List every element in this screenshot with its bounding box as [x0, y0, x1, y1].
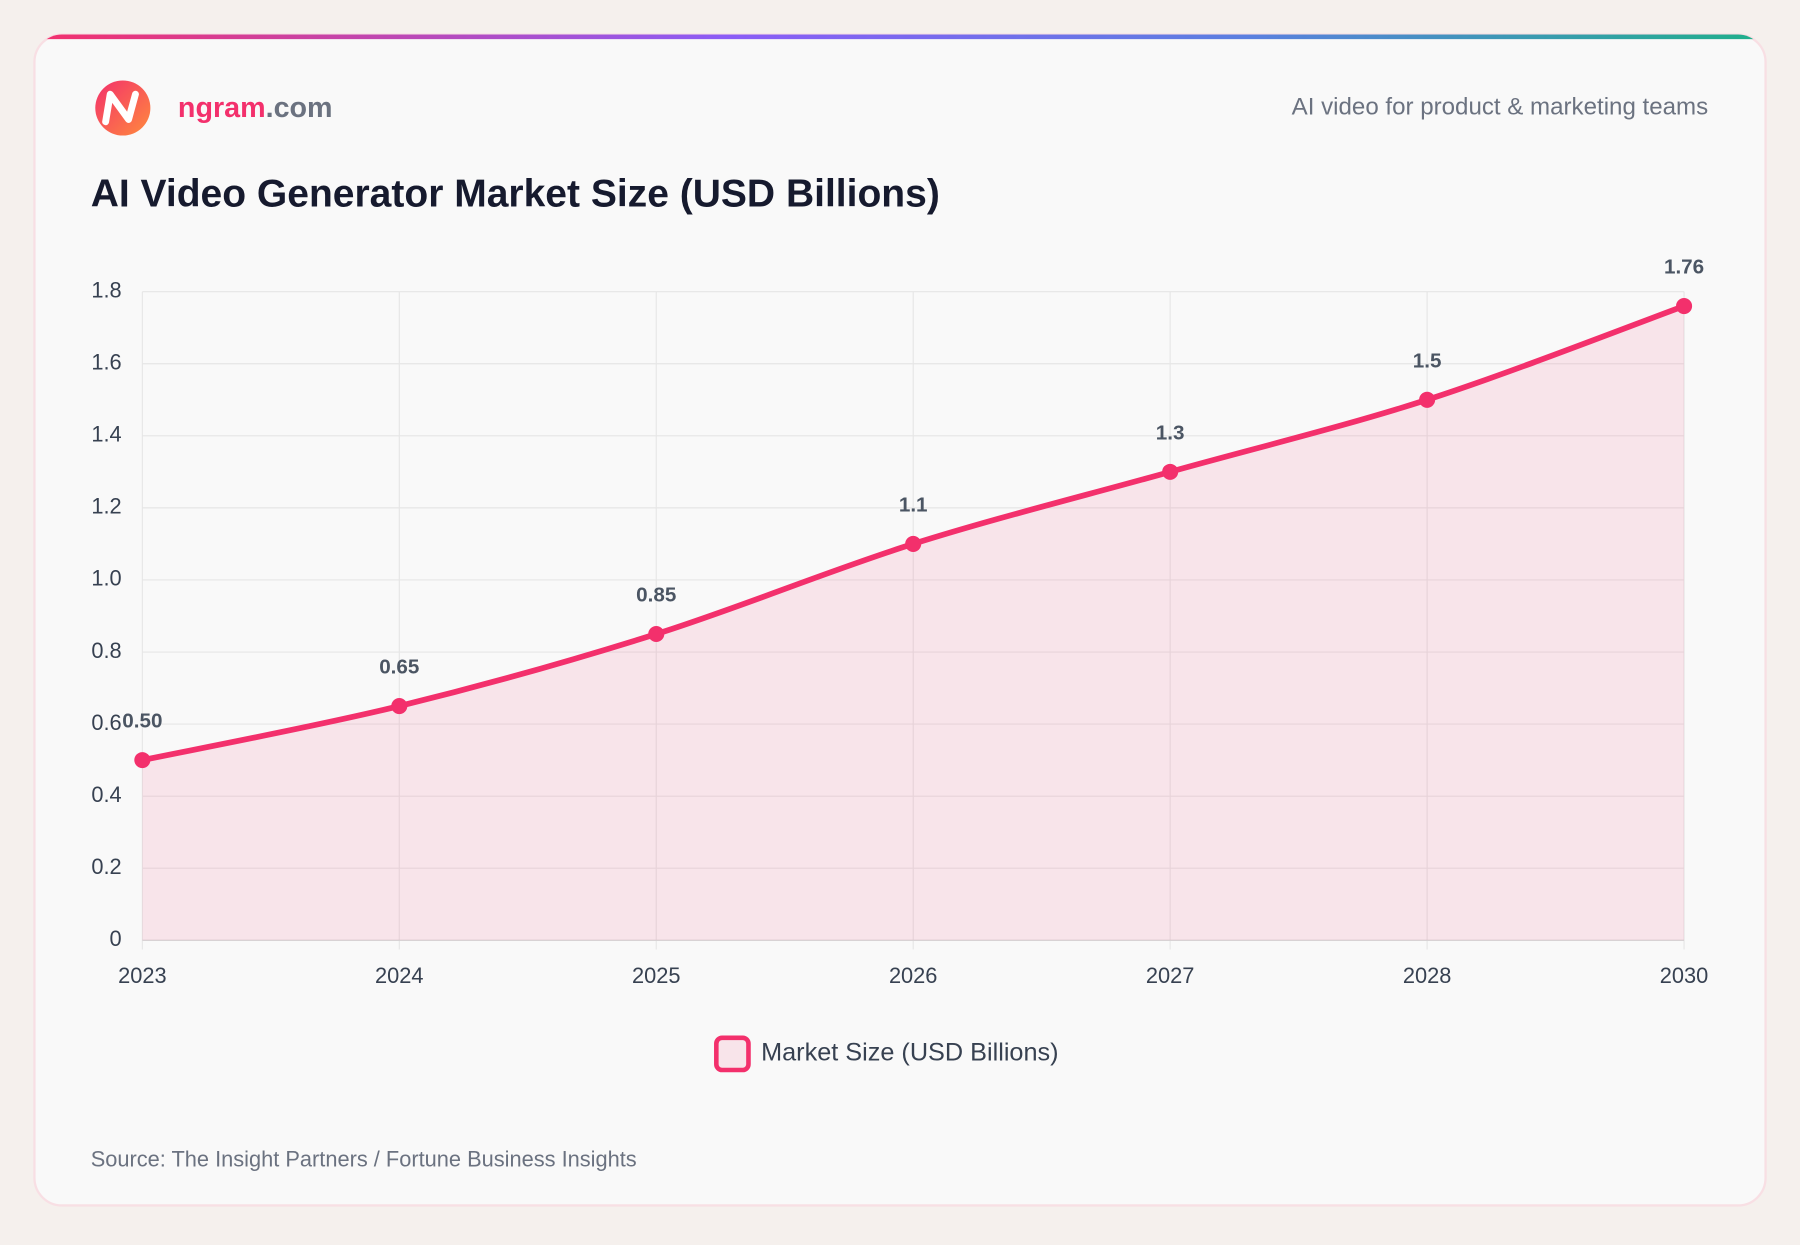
x-tick-label: 2030: [1660, 963, 1709, 988]
accent-bar: [34, 34, 1766, 40]
y-tick-label: 1.2: [91, 494, 121, 519]
source: Source: The Insight Partners / Fortune B…: [91, 1146, 637, 1171]
legend: Market Size (USD Billions): [714, 1035, 1059, 1073]
x-tick-label: 2028: [1403, 963, 1452, 988]
point: [1676, 298, 1693, 315]
x-tick-label: 2023: [118, 963, 167, 988]
value-label: 1.1: [899, 493, 928, 516]
chart-title: AI Video Generator Market Size (USD Bill…: [91, 173, 940, 216]
logo: [95, 80, 151, 136]
value-label: 0.85: [636, 584, 676, 607]
brand: ngram.com: [178, 92, 333, 124]
point: [134, 752, 151, 769]
y-tick-label: 0.8: [91, 638, 121, 663]
y-tick-label: 1.8: [91, 277, 121, 302]
y-tick-label: 0.2: [91, 854, 121, 879]
y-tick-label: 1.4: [91, 422, 121, 447]
y-tick-label: 0: [110, 926, 122, 951]
point: [391, 698, 408, 715]
value-label: 1.76: [1664, 256, 1704, 279]
value-label: 1.5: [1413, 349, 1442, 372]
tagline: AI video for product & marketing teams: [1292, 93, 1708, 120]
y-tick-label: 1.0: [91, 566, 121, 591]
value-label: 0.50: [122, 710, 162, 733]
point: [1419, 391, 1436, 408]
x-tick-label: 2026: [889, 963, 938, 988]
legend-swatch: [714, 1035, 751, 1073]
y-tick-label: 0.4: [91, 782, 121, 807]
x-tick-label: 2025: [632, 963, 681, 988]
area: [142, 306, 1685, 941]
value-label: 1.3: [1156, 421, 1185, 444]
y-tick-label: 1.6: [91, 350, 121, 375]
x-tick-label: 2024: [375, 963, 424, 988]
value-label: 0.65: [379, 656, 419, 679]
x-tick-label: 2027: [1146, 963, 1195, 988]
legend-label: Market Size (USD Billions): [761, 1039, 1058, 1067]
brand-name: ngram: [178, 92, 266, 124]
point: [1162, 463, 1179, 480]
y-tick-label: 0.6: [91, 710, 121, 735]
point: [648, 625, 665, 643]
brand-domain: .com: [266, 92, 333, 124]
point: [905, 535, 922, 552]
